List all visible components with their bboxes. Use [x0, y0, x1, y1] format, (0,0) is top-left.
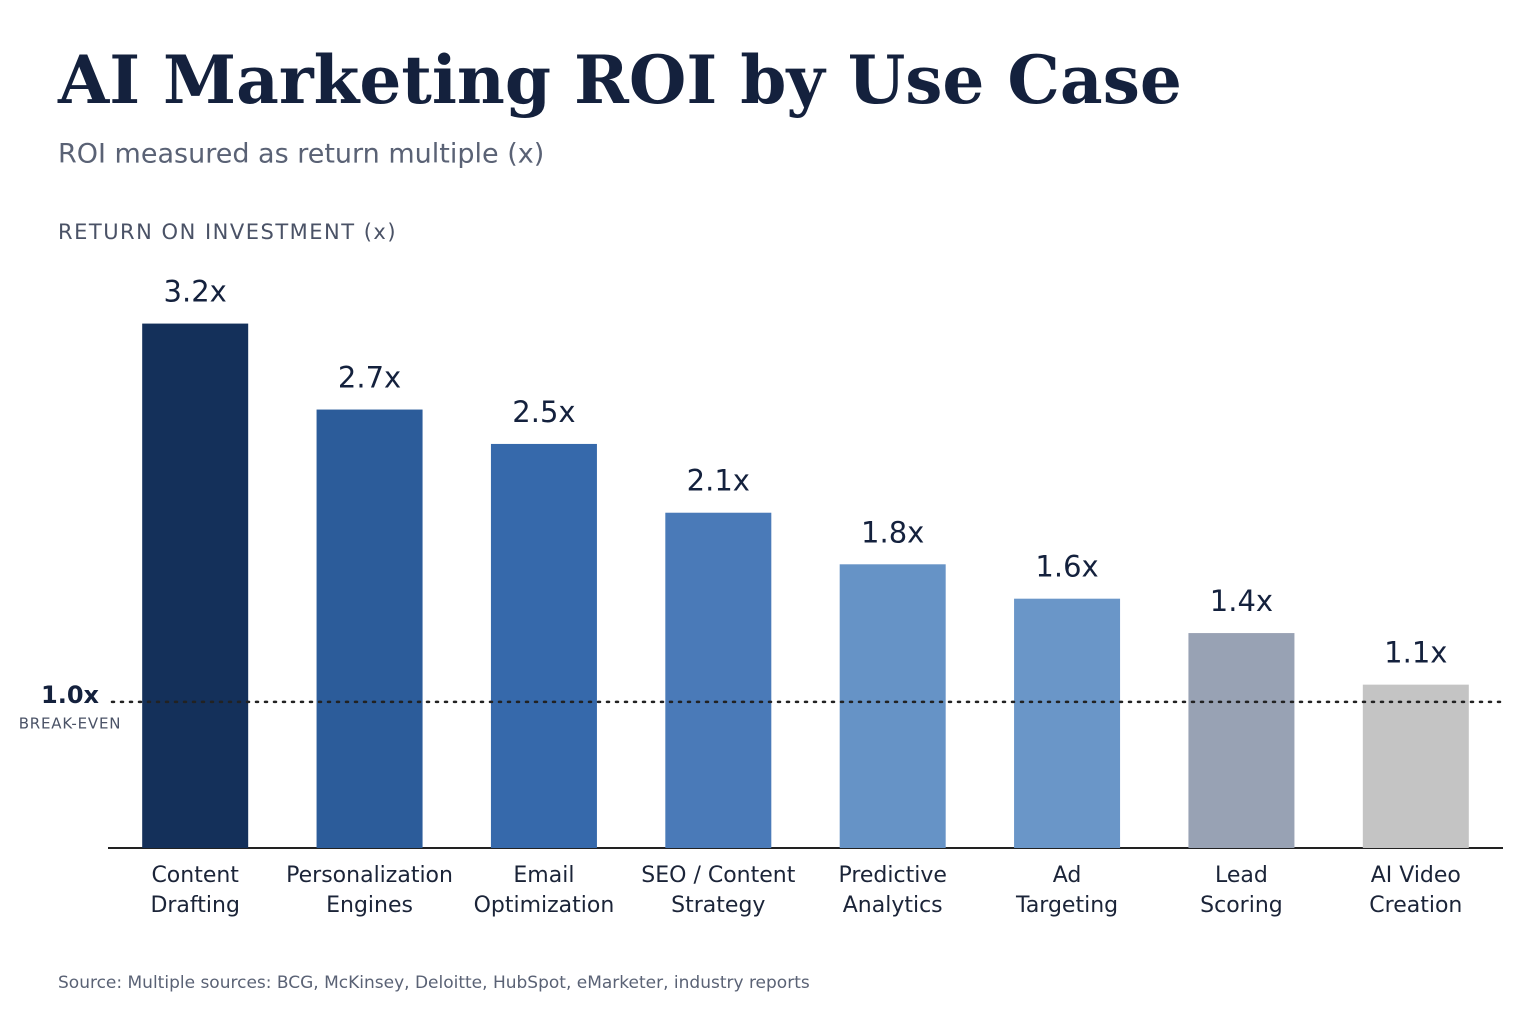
- reference-sublabel: BREAK-EVEN: [19, 714, 122, 732]
- x-tick-label: Email Optimization: [473, 863, 615, 918]
- x-tick-label: Content Drafting: [150, 863, 240, 918]
- x-tick-label: Ad Targeting: [1016, 863, 1119, 918]
- y-axis-label: RETURN ON INVESTMENT (x): [58, 220, 397, 244]
- value-label: 1.8x: [861, 515, 924, 549]
- value-label: 1.4x: [1210, 584, 1273, 618]
- chart-subtitle: ROI measured as return multiple (x): [58, 139, 544, 170]
- x-tick-label: Personalization Engines: [286, 863, 453, 918]
- value-label: 1.6x: [1035, 550, 1098, 584]
- bar: [1014, 598, 1121, 848]
- bar: [839, 564, 946, 848]
- bar: [142, 323, 249, 848]
- value-label: 1.1x: [1384, 636, 1447, 670]
- x-tick-label: Lead Scoring: [1200, 863, 1283, 918]
- x-tick-label: SEO / Content Strategy: [641, 863, 796, 918]
- value-label: 2.1x: [687, 464, 750, 498]
- bar: [490, 443, 597, 848]
- value-label: 2.5x: [512, 395, 575, 429]
- x-tick-label: Predictive Analytics: [838, 863, 947, 918]
- source: Source: Multiple sources: BCG, McKinsey,…: [58, 973, 810, 993]
- bar: [1188, 633, 1295, 848]
- chart-title: AI Marketing ROI by Use Case: [57, 41, 1182, 119]
- bar: [1362, 684, 1469, 848]
- value-label: 3.2x: [164, 275, 227, 309]
- reference-label: 1.0x: [41, 681, 100, 709]
- bar: [316, 409, 423, 848]
- x-tick-label: AI Video Creation: [1369, 863, 1463, 918]
- bar: [665, 512, 772, 848]
- value-label: 2.7x: [338, 361, 401, 395]
